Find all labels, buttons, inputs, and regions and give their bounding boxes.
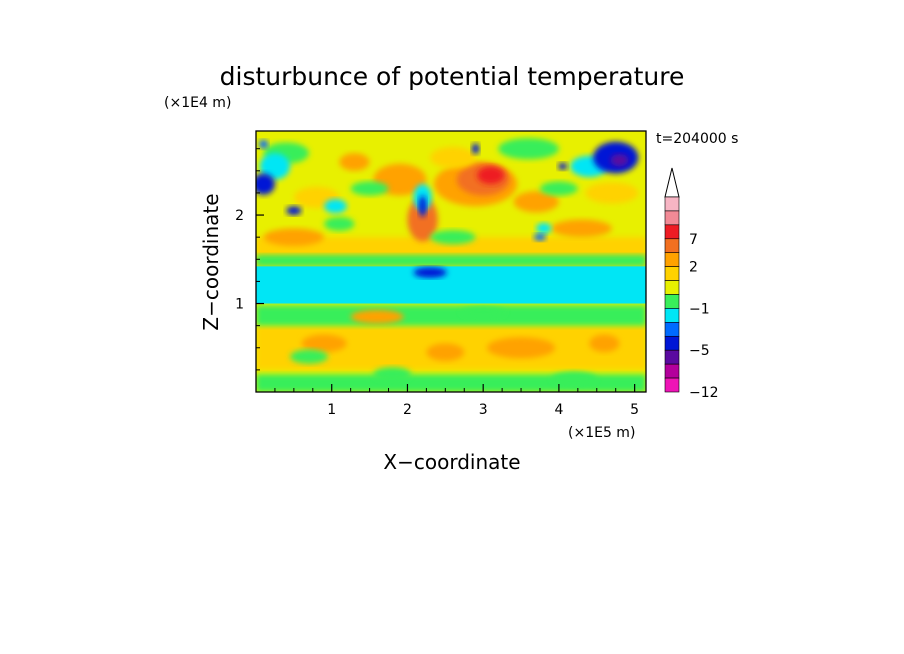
contour-region — [350, 309, 404, 324]
colorbar-label: −12 — [689, 385, 719, 401]
contour-region — [256, 173, 275, 195]
y-unit-label: (×1E4 m) — [164, 95, 231, 111]
contour-region — [589, 334, 620, 353]
colorbar-label: −5 — [689, 343, 710, 359]
colorbar-label: 2 — [689, 260, 698, 276]
contour-region — [256, 305, 646, 326]
x-axis-label: X−coordinate — [383, 450, 520, 474]
contour-region — [256, 266, 646, 304]
contour-region — [471, 143, 480, 155]
contour-region — [585, 182, 639, 204]
contour-region — [290, 349, 328, 364]
colorbar-cell — [664, 266, 680, 281]
contour-region — [350, 181, 389, 196]
colorbar: 7 2 −1 −5 −12 — [664, 167, 719, 401]
contour-field — [256, 131, 646, 392]
contour-region — [339, 153, 370, 171]
y-axis: 12 — [235, 148, 264, 371]
colorbar-cell — [664, 335, 680, 351]
colorbar-cell — [664, 322, 680, 337]
y-tick-label: 1 — [235, 297, 244, 313]
contour-region — [498, 138, 559, 160]
x-tick-label: 4 — [554, 402, 563, 418]
contour-region — [610, 154, 629, 167]
colorbar-cell — [664, 196, 680, 212]
x-unit-label: (×1E5 m) — [568, 425, 635, 441]
colorbar-cell — [664, 377, 680, 393]
time-label: t=204000 s — [656, 131, 738, 147]
contour-region — [460, 307, 506, 318]
colorbar-cell — [664, 308, 680, 323]
contour-region — [324, 216, 355, 231]
colorbar-cell — [664, 238, 680, 254]
contour-region — [533, 233, 547, 241]
colorbar-cell — [664, 224, 680, 240]
x-axis: 1 2 3 4 5 — [274, 384, 639, 418]
contour-region — [513, 191, 559, 213]
y-tick-label: 2 — [235, 208, 244, 224]
x-tick-label: 3 — [479, 402, 488, 418]
contour-region — [430, 230, 476, 245]
colorbar-cell — [664, 349, 680, 365]
contour-region — [418, 195, 427, 217]
plot-area — [256, 131, 646, 392]
colorbar-extend-arrow — [664, 167, 680, 198]
chart-title: disturbunce of potential temperature — [220, 62, 685, 91]
contour-region — [301, 334, 347, 353]
colorbar-cell — [664, 294, 680, 309]
colorbar-cell — [664, 252, 680, 267]
contour-region — [539, 181, 578, 196]
contour-region — [558, 162, 568, 170]
contour-region — [256, 374, 646, 392]
contour-region — [477, 166, 505, 185]
contour-region — [324, 199, 347, 214]
contour-region — [263, 228, 325, 247]
x-tick-label: 1 — [327, 402, 336, 418]
contour-region — [536, 223, 552, 234]
colorbar-cell — [664, 363, 680, 379]
x-tick-label: 2 — [403, 402, 412, 418]
y-axis-label: Z−coordinate — [199, 193, 223, 330]
colorbar-label: −1 — [689, 301, 710, 317]
contour-region — [259, 139, 269, 149]
contour-region — [551, 219, 612, 238]
colorbar-label: 7 — [689, 232, 698, 248]
x-tick-label: 5 — [630, 402, 639, 418]
contour-region — [373, 367, 412, 382]
contour-region — [486, 337, 556, 359]
contour-region — [413, 267, 447, 278]
plot-frame — [255, 130, 647, 393]
contour-region — [259, 153, 291, 180]
contour-region — [430, 146, 476, 169]
contour-region — [256, 254, 646, 267]
contour-region — [407, 197, 438, 242]
contour-region — [286, 206, 302, 216]
contour-region — [551, 371, 597, 386]
contour-region — [426, 343, 465, 362]
colorbar-cell — [664, 210, 680, 226]
colorbar-cell — [664, 280, 680, 295]
